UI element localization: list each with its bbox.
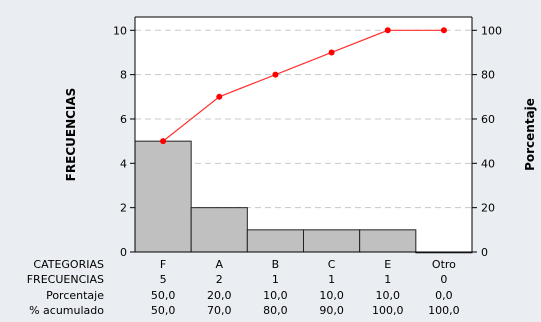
left-tick-label-0: 0: [120, 246, 127, 259]
left-tick-label-2: 4: [120, 157, 127, 170]
bar-A: [190, 207, 248, 253]
table-cell-3-5: 100,0: [428, 304, 460, 317]
right-tick-label-5: 100: [481, 24, 502, 37]
right-tick-label-0: 0: [481, 246, 488, 259]
table-cell-2-2: 10,0: [263, 289, 288, 302]
table-cell-2-3: 10,0: [319, 289, 344, 302]
bar-C: [303, 229, 361, 253]
cumulative-line: [160, 27, 447, 145]
left-axis-ticks: 0 2 4 6 8 10: [113, 24, 135, 259]
table-cell-1-0: 5: [160, 273, 167, 286]
table-cell-0-4: E: [384, 258, 391, 271]
table-cell-1-2: 1: [272, 273, 279, 286]
point-C: [328, 49, 335, 56]
right-tick-label-2: 40: [481, 157, 495, 170]
right-tick-label-1: 20: [481, 202, 495, 215]
table-cell-0-0: F: [160, 258, 166, 271]
cumulative-polyline: [162, 29, 444, 142]
y-axis-title: FRECUENCIAS: [64, 88, 78, 182]
table-cell-3-2: 80,0: [263, 304, 288, 317]
point-Otro: [440, 27, 447, 34]
table-row-label-2: Porcentaje: [46, 289, 104, 302]
point-F: [160, 138, 167, 145]
point-A: [216, 93, 223, 100]
bar-F: [134, 140, 192, 253]
table-row-label-0: CATEGORIAS: [33, 258, 104, 271]
table-cell-0-1: A: [215, 258, 223, 271]
table-cell-3-1: 70,0: [207, 304, 232, 317]
table-cell-2-4: 10,0: [376, 289, 401, 302]
table-cell-1-5: 0: [440, 273, 447, 286]
point-B: [272, 71, 279, 78]
table-cell-2-1: 20,0: [207, 289, 232, 302]
axes: [134, 16, 473, 253]
table-cell-0-2: B: [272, 258, 280, 271]
table-cell-3-4: 100,0: [372, 304, 404, 317]
table-row-label-3: % acumulado: [29, 304, 104, 317]
table-cell-1-1: 2: [216, 273, 223, 286]
right-tick-label-4: 80: [481, 69, 495, 82]
right-tick-label-3: 60: [481, 113, 495, 126]
left-tick-label-1: 2: [120, 202, 127, 215]
left-tick-label-4: 8: [120, 69, 127, 82]
table-cell-0-5: Otro: [432, 258, 456, 271]
bar-E: [359, 229, 417, 253]
table-cell-3-0: 50,0: [151, 304, 176, 317]
left-tick-label-5: 10: [113, 24, 127, 37]
table-cell-1-3: 1: [328, 273, 335, 286]
point-E: [384, 27, 391, 34]
right-axis-ticks: 0 20 40 60 80 100: [472, 24, 502, 259]
table-cell-2-5: 0,0: [435, 289, 453, 302]
table-row-label-1: FRECUENCIAS: [27, 273, 104, 286]
data-table: CATEGORIAS F A B C E Otro FRECUENCIAS 5 2 1 1 1 0 Porc…: [27, 258, 460, 317]
table-cell-0-3: C: [328, 258, 336, 271]
bar-B: [246, 229, 304, 253]
table-cell-2-0: 50,0: [151, 289, 176, 302]
left-tick-label-3: 6: [120, 113, 127, 126]
table-cell-3-3: 90,0: [319, 304, 344, 317]
table-cell-1-4: 1: [384, 273, 391, 286]
y2-axis-title: Porcentaje: [523, 98, 537, 171]
